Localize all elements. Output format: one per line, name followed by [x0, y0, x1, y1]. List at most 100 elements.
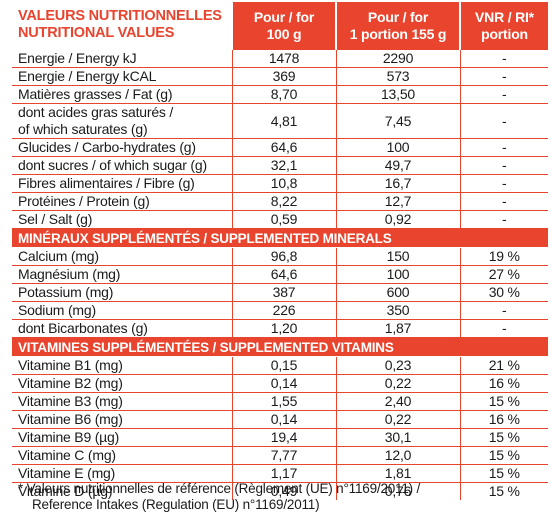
value-per-100g: 8,22 — [231, 192, 336, 211]
column-header-line: Pour / for — [367, 9, 429, 25]
nutrient-label-line: Vitamine E (mg) — [18, 465, 116, 481]
table-row: Vitamine B3 (mg) 1,55 2,40 15 % — [12, 392, 548, 411]
value-vnr: 15 % — [459, 428, 548, 447]
value-per-portion: 573 — [335, 67, 460, 86]
table-row: Calcium (mg) 96,8 150 19 % — [12, 247, 548, 266]
nutrient-label: dont Bicarbonates (g) — [12, 319, 232, 338]
nutrient-label-line: Vitamine B2 (mg) — [18, 375, 123, 391]
nutrient-label: Sodium (mg) — [12, 301, 232, 320]
column-header-line: portion — [481, 26, 528, 42]
value-per-100g: 1,55 — [231, 392, 336, 411]
value-per-100g: 0,15 — [231, 356, 336, 375]
value-per-portion: 0,92 — [335, 210, 460, 229]
value-per-portion: 12,0 — [335, 446, 460, 465]
nutrient-label: Vitamine B1 (mg) — [12, 356, 232, 375]
nutrient-label-line: Energie / Energy kCAL — [18, 68, 157, 84]
nutrient-label: Energie / Energy kJ — [12, 50, 232, 68]
table-row: Sodium (mg) 226 350- — [12, 301, 548, 320]
nutrition-table: VALEURS NUTRITIONNELLES NUTRITIONAL VALU… — [12, 2, 548, 500]
footnote-line-1: * Valeurs nutritionnelles de référence (… — [18, 481, 421, 496]
value-per-portion: 16,7 — [335, 174, 460, 193]
value-vnr: 21 % — [459, 356, 548, 375]
table-row: Vitamine C (mg) 7,77 12,0 15 % — [12, 446, 548, 465]
value-per-100g: 1478 — [231, 50, 336, 68]
nutrition-table-container: VALEURS NUTRITIONNELLES NUTRITIONAL VALU… — [12, 2, 548, 500]
value-per-portion: 1,87 — [335, 319, 460, 338]
value-per-100g: 1,17 — [231, 464, 336, 483]
value-per-100g: 64,6 — [231, 138, 336, 157]
nutrient-label-line: Protéines / Protein (g) — [18, 193, 150, 209]
nutrient-label: Calcium (mg) — [12, 247, 232, 266]
table-row: Vitamine B2 (mg) 0,14 0,22 16 % — [12, 374, 548, 393]
table-row: Potassium (mg) 387 600 30 % — [12, 283, 548, 302]
value-vnr: 15 % — [459, 392, 548, 411]
value-vnr: - — [459, 301, 548, 320]
value-per-portion: 49,7 — [335, 156, 460, 175]
value-vnr: 16 % — [459, 374, 548, 393]
table-row: Glucides / Carbo-hydrates (g) 64,6 100- — [12, 138, 548, 157]
value-vnr: - — [459, 156, 548, 175]
nutrient-label-line: Magnésium (mg) — [18, 266, 121, 282]
section-header-vitamins: VITAMINES SUPPLÉMENTÉES / SUPPLEMENTED V… — [12, 337, 548, 357]
nutrient-label: Vitamine B9 (µg) — [12, 428, 232, 447]
nutrient-label: Glucides / Carbo-hydrates (g) — [12, 138, 232, 157]
value-per-100g: 0,14 — [231, 410, 336, 429]
nutrient-label: Vitamine B6 (mg) — [12, 410, 232, 429]
value-vnr: - — [459, 85, 548, 104]
nutrient-label: Vitamine D (µg) — [12, 483, 232, 501]
nutrient-label-line: Matières grasses / Fat (g) — [18, 86, 173, 102]
table-row: Energie / Energy kCAL 369 573- — [12, 67, 548, 86]
nutrient-label-line: Vitamine B3 (mg) — [18, 393, 123, 409]
nutrient-label: Magnésium (mg) — [12, 265, 232, 284]
nutrient-label: Potassium (mg) — [12, 283, 232, 302]
value-per-100g: 19,4 — [231, 428, 336, 447]
nutrient-label-line: dont sucres / of which sugar (g) — [18, 157, 207, 173]
value-per-portion: 0,22 — [335, 410, 460, 429]
nutrient-label-line: Sodium (mg) — [18, 302, 96, 318]
nutrient-label: Protéines / Protein (g) — [12, 192, 232, 211]
value-vnr: - — [459, 67, 548, 86]
value-vnr: 16 % — [459, 410, 548, 429]
section-header-minerals: MINÉRAUX SUPPLÉMENTÉS / SUPPLEMENTED MIN… — [12, 228, 548, 248]
column-header-portion: Pour / for 1 portion 155 g — [335, 2, 460, 50]
table-row: Sel / Salt (g) 0,59 0,92- — [12, 210, 548, 229]
table-row: Protéines / Protein (g) 8,22 12,7- — [12, 192, 548, 211]
value-per-100g: 10,8 — [231, 174, 336, 193]
nutrient-label: Energie / Energy kCAL — [12, 67, 232, 86]
nutrient-label-line: Vitamine B6 (mg) — [18, 411, 123, 427]
nutrient-label-line: Vitamine B9 (µg) — [18, 429, 120, 445]
table-row: Energie / Energy kJ 1478 2290- — [12, 50, 548, 68]
column-header-line: 1 portion 155 g — [349, 26, 447, 42]
column-header-100g: Pour / for 100 g — [231, 2, 336, 50]
value-per-100g: 64,6 — [231, 265, 336, 284]
value-per-100g: 0,49 — [231, 482, 336, 500]
nutrient-label-line: of which saturates (g) — [18, 121, 148, 137]
nutrient-label-line: Fibres alimentaires / Fibre (g) — [18, 175, 195, 191]
table-row: Fibres alimentaires / Fibre (g) 10,8 16,7- — [12, 174, 548, 193]
nutrient-label-line: dont Bicarbonates (g) — [18, 320, 148, 336]
table-row: Vitamine B9 (µg) 19,4 30,1 15 % — [12, 428, 548, 447]
value-vnr: - — [459, 103, 548, 139]
title-en: NUTRITIONAL VALUES — [18, 25, 175, 41]
nutrient-label: Vitamine B3 (mg) — [12, 392, 232, 411]
value-per-portion: 350 — [335, 301, 460, 320]
value-vnr: - — [459, 174, 548, 193]
table-row: Matières grasses / Fat (g) 8,70 13,50- — [12, 85, 548, 104]
column-header-line: Pour / for — [253, 9, 315, 25]
value-per-portion: 0,76 — [335, 482, 460, 500]
nutrient-label: Vitamine E (mg) — [12, 464, 232, 483]
nutrient-label: Sel / Salt (g) — [12, 210, 232, 229]
value-vnr: - — [459, 50, 548, 68]
value-vnr: 27 % — [459, 265, 548, 284]
table-row: dont Bicarbonates (g) 1,20 1,87- — [12, 319, 548, 338]
section-header-minerals-title: MINÉRAUX SUPPLÉMENTÉS / SUPPLEMENTED MIN… — [12, 228, 548, 248]
value-per-portion: 2,40 — [335, 392, 460, 411]
nutrient-label-line: Potassium (mg) — [18, 284, 114, 300]
nutrient-label: Fibres alimentaires / Fibre (g) — [12, 174, 232, 193]
table-row: Vitamine B6 (mg) 0,14 0,22 16 % — [12, 410, 548, 429]
value-vnr: 19 % — [459, 247, 548, 266]
table-title: VALEURS NUTRITIONNELLES NUTRITIONAL VALU… — [12, 2, 232, 50]
section-header-vitamins-title: VITAMINES SUPPLÉMENTÉES / SUPPLEMENTED V… — [12, 337, 548, 357]
nutrient-label-line: Vitamine B1 (mg) — [18, 357, 123, 373]
value-per-100g: 4,81 — [231, 103, 336, 139]
